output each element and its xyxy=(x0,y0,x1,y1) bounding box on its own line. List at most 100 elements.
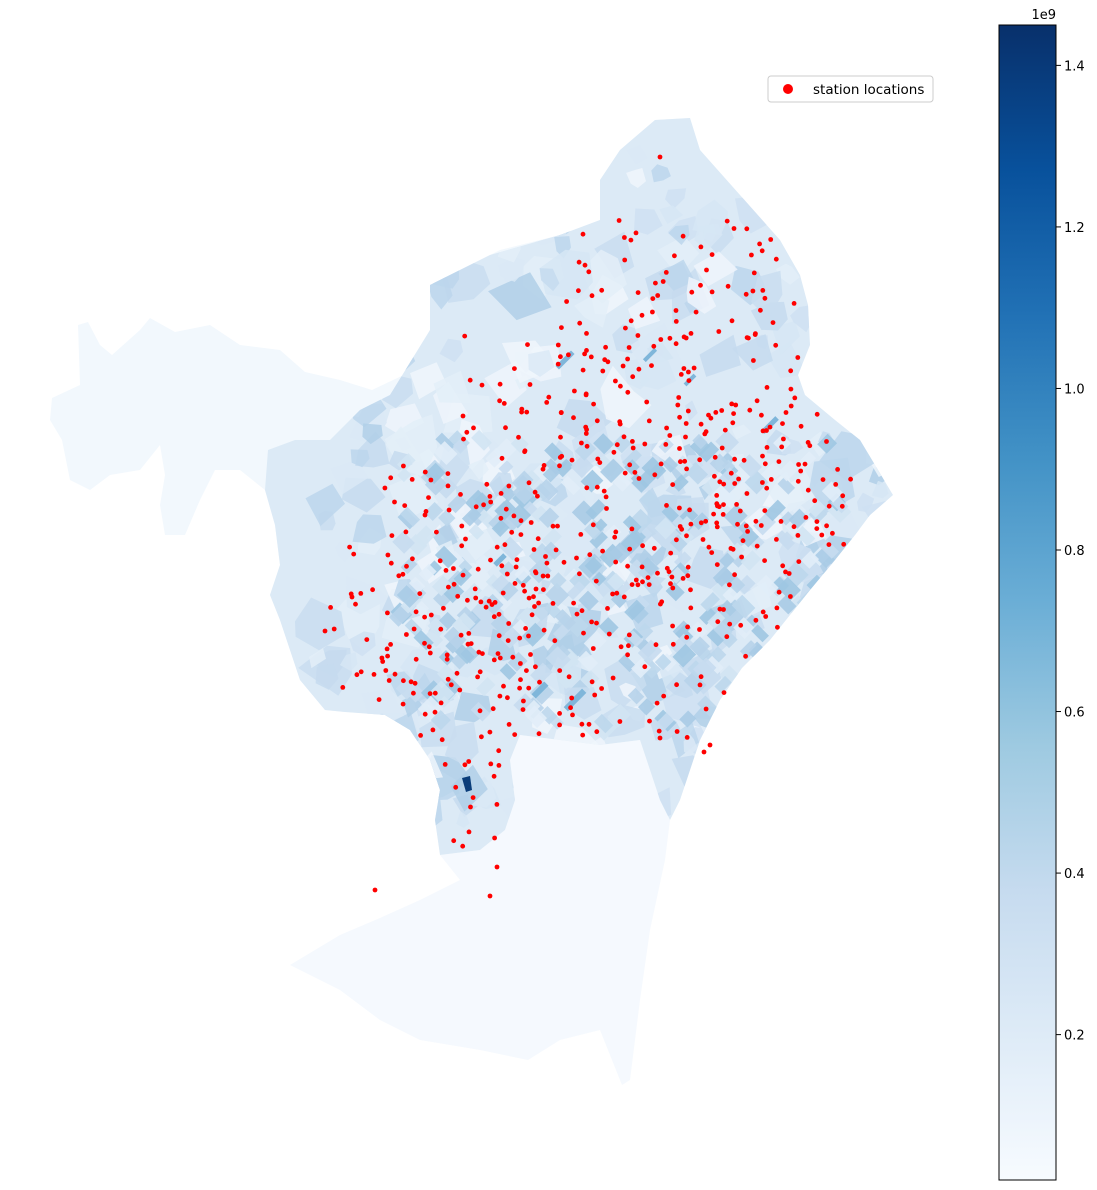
station-marker xyxy=(535,536,541,542)
tract-polygon xyxy=(386,670,414,697)
station-marker xyxy=(600,368,606,374)
station-marker xyxy=(687,507,692,513)
tract-polygon xyxy=(825,279,868,332)
station-marker xyxy=(445,676,451,682)
station-marker xyxy=(371,672,377,677)
block-polygon xyxy=(545,582,570,607)
station-marker xyxy=(681,366,687,371)
station-marker xyxy=(647,718,652,724)
station-marker xyxy=(639,564,645,570)
tract-polygon xyxy=(385,183,415,215)
tract-polygon xyxy=(410,362,447,400)
station-marker xyxy=(523,626,528,631)
tract-polygon xyxy=(847,390,863,409)
station-marker xyxy=(559,325,564,330)
station-marker xyxy=(532,604,537,609)
station-marker xyxy=(729,318,735,324)
station-marker xyxy=(446,507,452,513)
station-marker xyxy=(698,520,704,526)
tract-polygon xyxy=(380,277,399,301)
station-marker xyxy=(732,481,738,486)
station-marker xyxy=(685,624,690,630)
station-marker xyxy=(746,335,751,341)
station-marker xyxy=(739,554,744,560)
block-polygon xyxy=(609,542,631,564)
colorbar-tick-label: 1.0 xyxy=(1064,382,1085,397)
station-marker xyxy=(617,719,623,724)
station-marker xyxy=(437,558,443,564)
station-marker xyxy=(594,620,599,626)
block-polygon xyxy=(783,561,809,588)
station-marker xyxy=(528,520,534,525)
tract-polygon xyxy=(868,237,893,289)
station-marker xyxy=(594,484,600,490)
block-polygon xyxy=(796,451,817,472)
station-marker xyxy=(670,623,675,629)
station-marker xyxy=(590,646,596,651)
station-marker xyxy=(762,461,768,467)
tract-polygon xyxy=(399,803,434,848)
station-marker xyxy=(389,533,395,538)
tract-polygon xyxy=(353,232,400,273)
station-marker xyxy=(445,471,451,476)
station-marker xyxy=(678,372,684,377)
station-marker xyxy=(666,569,672,575)
block-polygon xyxy=(400,557,418,575)
station-marker xyxy=(418,733,423,738)
tract-polygon xyxy=(365,171,389,199)
tract-polygon xyxy=(400,773,423,804)
station-marker xyxy=(788,594,793,599)
station-marker xyxy=(658,461,664,467)
tract-polygon xyxy=(363,733,384,749)
station-marker xyxy=(715,619,721,625)
station-marker xyxy=(555,342,561,348)
station-marker xyxy=(727,582,732,588)
block-polygon xyxy=(714,701,736,723)
block-polygon xyxy=(620,530,645,555)
tract-polygon xyxy=(832,643,884,686)
station-marker xyxy=(524,668,529,673)
station-marker xyxy=(712,473,717,479)
block-polygon xyxy=(498,561,516,578)
tract-polygon xyxy=(329,334,347,354)
legend: station locations xyxy=(767,75,934,103)
block-polygon xyxy=(808,708,827,727)
tract-polygon xyxy=(411,131,447,167)
station-marker xyxy=(778,519,784,524)
station-marker xyxy=(535,493,540,499)
station-marker xyxy=(660,279,666,284)
station-marker xyxy=(626,632,632,638)
station-marker xyxy=(413,609,419,615)
block-polygon xyxy=(598,617,619,638)
station-marker xyxy=(574,555,579,561)
station-marker xyxy=(714,562,720,567)
tract-polygon xyxy=(380,781,408,801)
station-marker xyxy=(569,695,575,701)
block-polygon xyxy=(604,524,622,542)
tract-polygon xyxy=(738,696,761,716)
station-marker xyxy=(635,333,641,338)
station-marker xyxy=(713,410,719,415)
station-marker xyxy=(461,436,466,442)
station-marker xyxy=(408,679,414,685)
station-marker xyxy=(499,563,505,569)
station-marker xyxy=(653,280,658,286)
station-marker xyxy=(743,291,749,297)
tract-polygon xyxy=(828,301,856,327)
station-marker xyxy=(620,363,626,369)
station-marker xyxy=(496,748,502,754)
tract-polygon xyxy=(640,353,677,390)
station-marker xyxy=(613,529,619,535)
tract-polygon xyxy=(343,788,364,812)
tract-polygon xyxy=(352,793,368,810)
station-marker xyxy=(698,674,704,680)
station-marker xyxy=(522,448,528,454)
station-marker xyxy=(783,569,788,575)
block-polygon xyxy=(491,519,510,537)
station-marker xyxy=(580,732,586,738)
tract-polygon xyxy=(391,154,421,191)
station-marker xyxy=(544,560,550,566)
tract-polygon xyxy=(520,185,559,226)
block-polygon xyxy=(400,506,421,527)
station-marker xyxy=(629,582,635,587)
